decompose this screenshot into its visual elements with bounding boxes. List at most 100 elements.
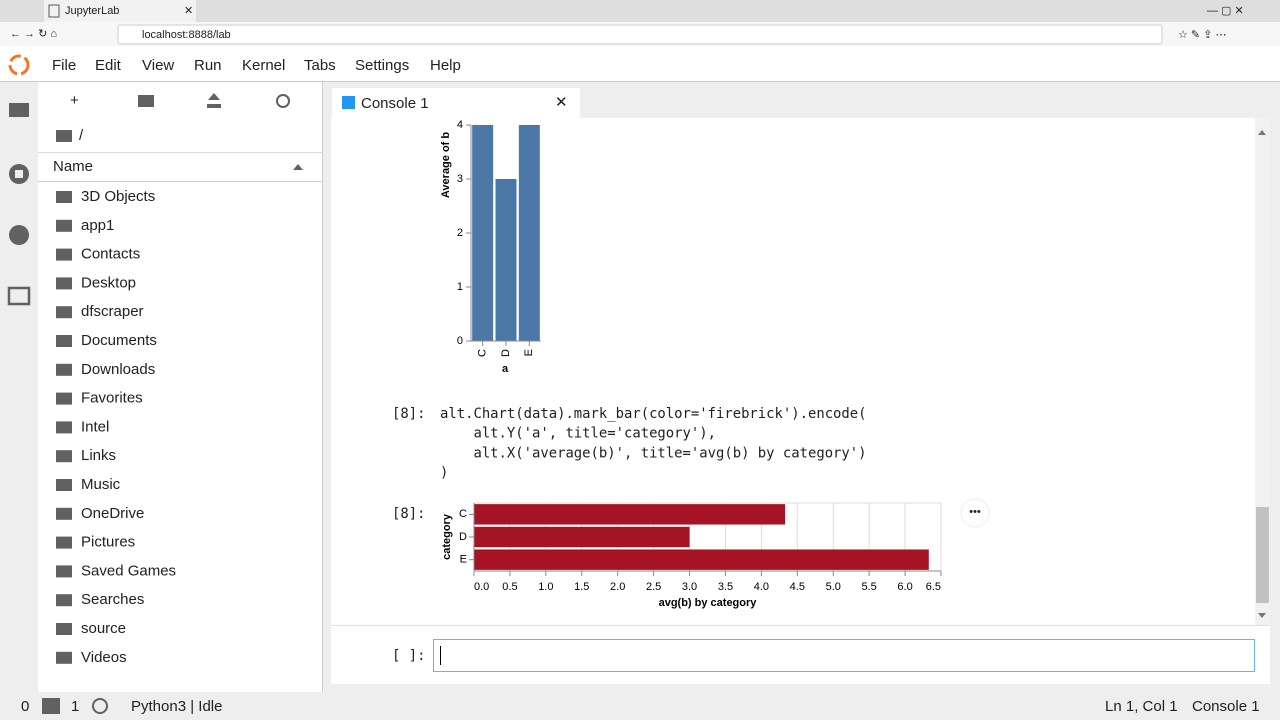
terminal-icon [42,698,60,714]
folder-icon [56,623,72,635]
x-tick-label: 1.0 [538,581,553,593]
folder-icon [56,392,72,405]
bar [474,504,786,525]
file-item[interactable]: source [81,620,126,637]
file-item[interactable]: app1 [81,217,114,234]
menu-item[interactable]: Run [194,57,222,74]
console-tab[interactable] [332,88,580,119]
y-tick-label: D [459,531,467,543]
tab-icon [48,4,60,18]
menu-item[interactable]: Settings [355,57,409,74]
y-tick-label: C [459,508,467,520]
file-item[interactable]: Links [81,447,116,464]
code-line: alt.Chart(data).mark_bar(color='firebric… [440,406,867,422]
folder-icon [56,565,72,578]
scroll-thumb[interactable] [1256,507,1269,603]
file-item[interactable]: OneDrive [81,505,144,522]
file-item[interactable]: Saved Games [81,562,176,579]
new-folder[interactable] [138,95,154,107]
x-tick-label: 4.5 [790,581,805,593]
folder-icon [56,594,72,607]
browser-tools[interactable]: ☆ ✎ ⇪ ⋯ [1178,29,1226,41]
bar [474,549,929,570]
terminal-count[interactable]: 0 [21,698,29,715]
x-axis-title: avg(b) by category [659,597,758,609]
upload-arrow [208,93,220,100]
file-item[interactable]: Videos [81,649,127,666]
bar [518,125,540,341]
menu-item[interactable]: File [52,57,76,74]
file-item[interactable]: Desktop [81,274,136,291]
output-prompt: [8]: [392,506,425,522]
file-item[interactable]: Music [81,476,121,493]
folder-icon [56,450,72,463]
upload[interactable] [207,104,221,108]
file-item[interactable]: Pictures [81,534,135,551]
console-tab-title: Console 1 [361,95,429,112]
menu-item[interactable]: Tabs [304,57,336,74]
close-tab[interactable]: ✕ [555,94,568,111]
file-item[interactable]: Intel [81,418,109,435]
folder-icon [56,421,72,434]
running-icon-inner [15,170,23,178]
address-bar[interactable] [117,24,1163,45]
menu-item[interactable]: View [142,57,174,74]
window-controls[interactable]: — ▢ ✕ [1207,5,1244,17]
bar [495,179,517,341]
x-tick-label: C [477,349,489,357]
folder-icon [56,363,72,376]
folder-icon [56,536,72,549]
palette-icon[interactable] [9,225,29,245]
file-item[interactable]: Downloads [81,361,155,378]
file-item[interactable]: Searches [81,591,144,608]
folder-icon [56,335,72,347]
scrollbar[interactable] [1255,118,1270,625]
x-axis-title: a [502,363,509,375]
input-prompt: [ ]: [392,648,425,664]
column-header[interactable]: Name [53,158,93,175]
tab-close[interactable]: ✕ [184,5,193,17]
input-box[interactable] [433,639,1255,672]
bar [472,125,494,341]
kernel-status[interactable]: Python3 | Idle [131,698,222,715]
new-launcher[interactable]: + [70,92,79,109]
file-item[interactable]: Favorites [81,390,143,407]
jupyter-logo [8,54,30,76]
sort-caret [293,164,303,170]
tabs-icon[interactable] [7,286,31,306]
files-icon[interactable] [9,103,29,117]
menu-item[interactable]: Edit [95,57,122,74]
more-button[interactable] [960,498,990,528]
cell-prompt: [8]: [392,406,425,422]
file-item[interactable]: dfscraper [81,303,144,320]
browser-tab[interactable] [44,0,196,22]
folder-icon [56,248,72,261]
nav-buttons[interactable]: ← → ↻ ⌂ [10,28,57,40]
kernel-count[interactable]: 1 [71,698,79,715]
file-item[interactable]: 3D Objects [81,188,155,205]
folder-icon [56,277,72,290]
breadcrumb[interactable]: / [79,127,84,144]
file-item[interactable]: Contacts [81,246,140,263]
folder-icon [56,651,72,664]
folder-icon [56,507,72,520]
x-tick-label: 2.5 [646,581,661,593]
x-tick-label: 0.5 [502,581,517,593]
active-document: Console 1 [1192,698,1260,715]
cursor-position[interactable]: Ln 1, Col 1 [1105,698,1178,715]
menu-item[interactable]: Kernel [242,57,285,74]
menu-item[interactable]: Help [430,57,461,74]
y-tick-label: 0 [457,335,463,347]
y-axis-title: Average of b [440,132,452,199]
x-tick-label: 3.0 [682,581,697,593]
x-tick-label: 5.5 [862,581,877,593]
x-tick-label: 6.5 [926,581,941,593]
folder-icon [56,219,72,232]
folder-icon [56,191,72,203]
file-item[interactable]: Documents [81,332,157,349]
x-tick-label: 4.0 [754,581,769,593]
refresh[interactable] [276,94,290,108]
file-browser [38,82,322,692]
x-tick-label: 2.0 [610,581,625,593]
